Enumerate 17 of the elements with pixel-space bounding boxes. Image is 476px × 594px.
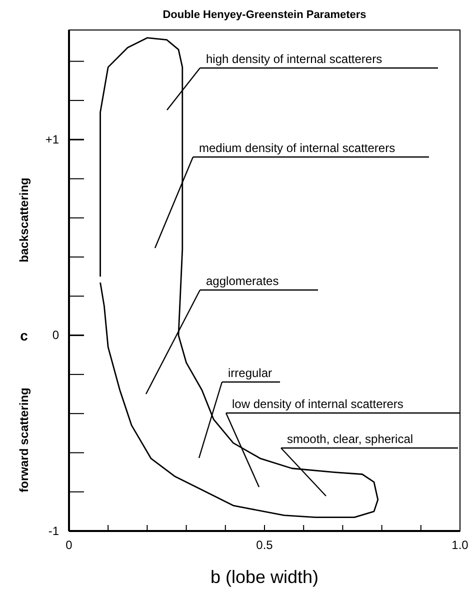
annotation: smooth, clear, spherical — [287, 432, 414, 446]
x-axis-title: b (lobe width) — [210, 567, 319, 587]
y-tick-label: +1 — [45, 132, 60, 146]
y-tick-label: 0 — [52, 328, 60, 342]
x-tick-label: 0 — [66, 538, 73, 552]
text: forward scattering — [17, 388, 31, 492]
annotation: high density of internal scatterers — [206, 52, 382, 66]
annotation: agglomerates — [206, 274, 279, 288]
text: backscattering — [17, 178, 31, 262]
annotation: irregular — [228, 366, 272, 380]
chart-title: Double Henyey-Greenstein Parameters — [162, 9, 366, 21]
y-axis-title: c — [20, 327, 28, 344]
x-tick-label: 1.0 — [452, 538, 469, 552]
x-tick-label: 0.5 — [256, 538, 274, 552]
annotation: medium density of internal scatterers — [199, 141, 396, 155]
annotation: low density of internal scatterers — [232, 397, 404, 411]
y-tick-label: -1 — [48, 524, 60, 538]
